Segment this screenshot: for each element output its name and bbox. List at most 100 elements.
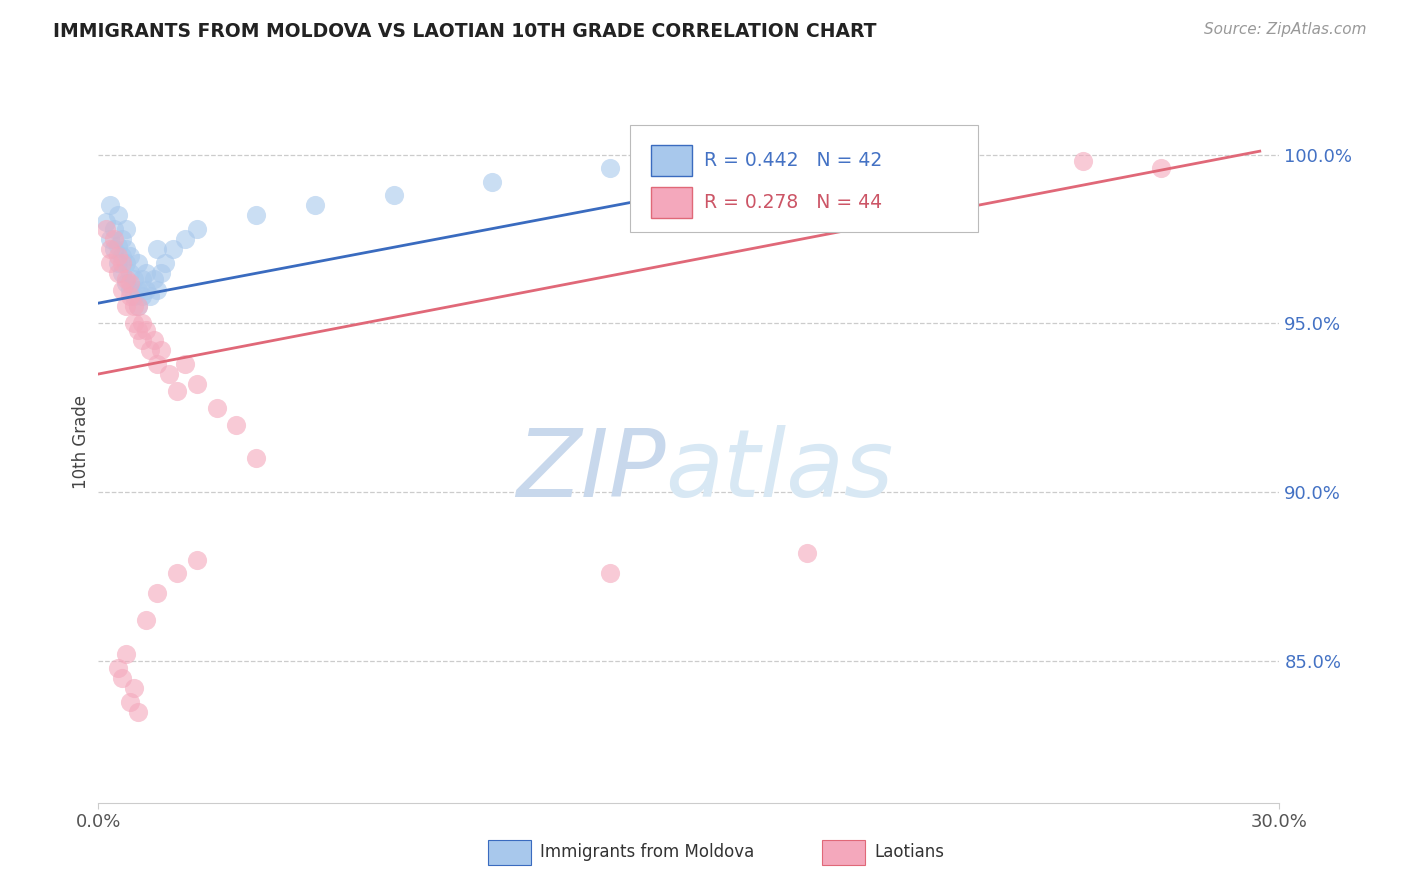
Point [138, 289, 160, 303]
Point [122, 317, 145, 331]
Bar [651, 145, 693, 176]
Point [118, 276, 141, 290]
Point [115, 647, 138, 661]
Point [481, 175, 503, 189]
Point [131, 317, 153, 331]
Point [131, 333, 153, 347]
Text: Laotians: Laotians [875, 843, 945, 861]
Point [205, 401, 228, 415]
Point [146, 242, 169, 256]
Point [1150, 161, 1173, 175]
Text: R = 0.278   N = 44: R = 0.278 N = 44 [704, 193, 883, 212]
Point [155, 255, 177, 269]
Point [118, 266, 141, 280]
Point [166, 566, 188, 581]
Point [599, 161, 621, 175]
Point [131, 272, 153, 286]
Point [118, 249, 141, 263]
Point [115, 242, 138, 256]
Point [135, 266, 157, 280]
Point [111, 283, 134, 297]
Point [382, 188, 405, 202]
Point [127, 705, 149, 719]
Point [122, 289, 145, 303]
Point [186, 552, 208, 566]
Point [150, 266, 173, 280]
Point [115, 222, 138, 236]
Point [107, 255, 129, 269]
Text: IMMIGRANTS FROM MOLDOVA VS LAOTIAN 10TH GRADE CORRELATION CHART: IMMIGRANTS FROM MOLDOVA VS LAOTIAN 10TH … [53, 22, 877, 41]
Point [103, 242, 125, 256]
Point [142, 272, 165, 286]
Point [118, 694, 141, 708]
Point [127, 255, 149, 269]
Text: R = 0.442   N = 42: R = 0.442 N = 42 [704, 151, 883, 170]
Point [186, 222, 208, 236]
Point [304, 198, 326, 212]
Point [115, 272, 138, 286]
Point [111, 255, 134, 269]
Point [1071, 154, 1094, 169]
Point [174, 357, 197, 371]
Point [174, 232, 197, 246]
Point [245, 451, 267, 466]
Point [146, 586, 169, 600]
Point [115, 276, 138, 290]
Point [107, 266, 129, 280]
Bar [651, 187, 693, 218]
Text: Immigrants from Moldova: Immigrants from Moldova [540, 843, 755, 861]
FancyBboxPatch shape [630, 125, 979, 232]
Text: atlas: atlas [665, 425, 894, 516]
Point [118, 283, 141, 297]
Point [796, 546, 818, 560]
Point [103, 232, 125, 246]
Point [225, 417, 247, 432]
Point [98, 255, 121, 269]
Text: Source: ZipAtlas.com: Source: ZipAtlas.com [1204, 22, 1367, 37]
Point [138, 343, 160, 358]
Point [245, 208, 267, 222]
Point [107, 249, 129, 263]
Point [118, 289, 141, 303]
Point [166, 384, 188, 398]
Point [115, 300, 138, 314]
Point [135, 323, 157, 337]
Point [107, 238, 129, 252]
Point [111, 266, 134, 280]
Point [122, 681, 145, 695]
Point [111, 232, 134, 246]
Point [127, 300, 149, 314]
Point [111, 671, 134, 685]
Point [98, 242, 121, 256]
Point [135, 283, 157, 297]
Bar [488, 840, 530, 865]
Point [103, 222, 125, 236]
Point [98, 232, 121, 246]
Point [599, 566, 621, 581]
Point [127, 323, 149, 337]
Bar [823, 840, 865, 865]
Point [127, 300, 149, 314]
Point [107, 208, 129, 222]
Point [135, 614, 157, 628]
Point [186, 377, 208, 392]
Point [697, 151, 720, 165]
Point [98, 198, 121, 212]
Point [150, 343, 173, 358]
Point [146, 283, 169, 297]
Point [96, 222, 118, 236]
Point [157, 367, 180, 381]
Y-axis label: 10th Grade: 10th Grade [72, 394, 90, 489]
Point [122, 300, 145, 314]
Text: ZIP: ZIP [516, 425, 665, 516]
Point [131, 289, 153, 303]
Point [122, 272, 145, 286]
Point [96, 215, 118, 229]
Point [111, 249, 134, 263]
Point [142, 333, 165, 347]
Point [115, 255, 138, 269]
Point [146, 357, 169, 371]
Point [107, 661, 129, 675]
Point [162, 242, 184, 256]
Point [127, 283, 149, 297]
